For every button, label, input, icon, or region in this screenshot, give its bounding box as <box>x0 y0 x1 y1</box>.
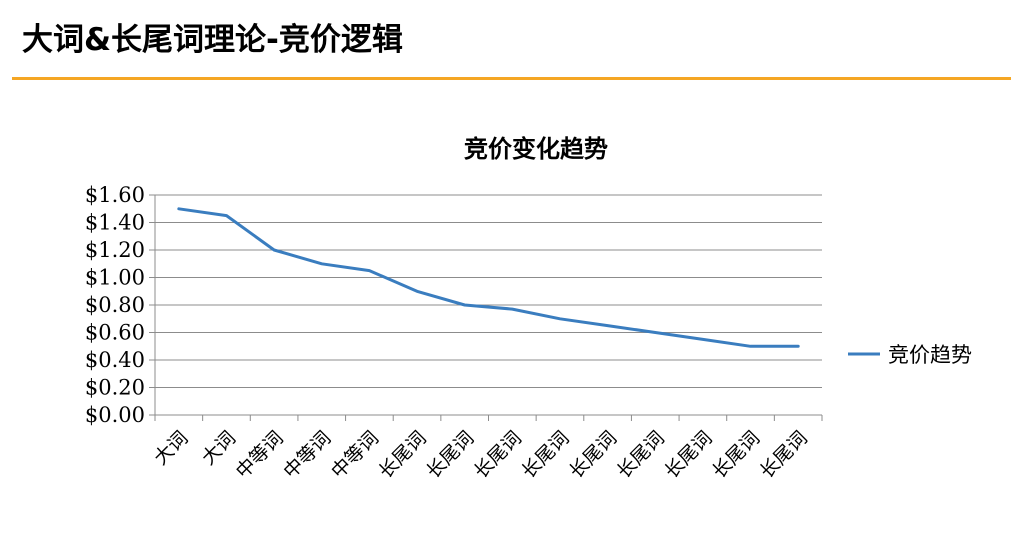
y-tick-label: $1.00 <box>85 266 145 290</box>
y-tick-label: $0.20 <box>85 376 145 400</box>
x-tick-label: 长尾词 <box>422 427 478 483</box>
series-line <box>177 207 800 348</box>
legend-label: 竞价趋势 <box>888 343 972 367</box>
y-tick-label: $0.00 <box>85 403 145 427</box>
y-tick-label: $1.40 <box>85 211 145 235</box>
x-tick-label: 长尾词 <box>661 427 717 483</box>
y-tick-label: $0.60 <box>85 321 145 345</box>
y-tick-label: $1.60 <box>85 183 145 207</box>
y-axis: $0.00 $0.20 $0.40 $0.60 $0.80 $1.00 $1.20 $1.40… <box>85 183 156 427</box>
x-tick-label: 长尾词 <box>470 427 526 483</box>
x-tick-label: 长尾词 <box>613 427 669 483</box>
x-tick-label: 长尾词 <box>565 427 621 483</box>
x-tick-label: 长尾词 <box>375 427 431 483</box>
x-tick-label: 长尾词 <box>708 427 764 483</box>
x-tick-label: 中等词 <box>279 427 335 483</box>
grid-lines <box>155 194 822 416</box>
x-tick-label: 大词 <box>150 427 192 469</box>
x-tick-label: 中等词 <box>232 427 288 483</box>
chart-title: 竞价变化趋势 <box>464 135 608 163</box>
legend: 竞价趋势 <box>848 343 972 367</box>
y-tick-label: $1.20 <box>85 238 145 262</box>
y-tick-label: $0.80 <box>85 293 145 317</box>
x-tick-label: 长尾词 <box>518 427 574 483</box>
title-divider <box>12 77 1011 80</box>
slide-title: 大词&长尾词理论-竞价逻辑 <box>22 22 403 58</box>
x-tick-label: 中等词 <box>327 427 383 483</box>
x-tick-label: 长尾词 <box>756 427 812 483</box>
x-tick-label: 大词 <box>198 427 240 469</box>
y-tick-label: $0.40 <box>85 348 145 372</box>
series-lines <box>177 207 800 348</box>
